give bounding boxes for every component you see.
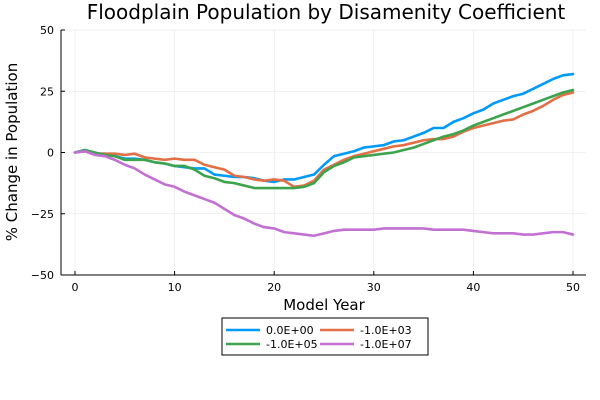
chart-title: Floodplain Population by Disamenity Coef… (87, 0, 566, 24)
y-tick-label: −50 (31, 269, 54, 282)
x-axis-label: Model Year (283, 296, 365, 314)
x-tick-label: 10 (168, 281, 182, 294)
series-lines (73, 72, 575, 238)
y-tick-label: 50 (40, 24, 54, 37)
y-tick-label: 25 (40, 85, 54, 98)
legend-label: 0.0E+00 (266, 324, 314, 337)
legend-label: -1.0E+07 (360, 338, 412, 351)
x-tick-label: 30 (367, 281, 381, 294)
series-line-2 (73, 88, 575, 190)
series-line-0 (73, 72, 575, 184)
grid (61, 29, 586, 276)
legend-label: -1.0E+03 (360, 324, 412, 337)
y-axis-label: % Change in Population (3, 63, 21, 241)
series-line-1 (73, 91, 575, 189)
x-tick-label: 20 (267, 281, 281, 294)
x-ticks: 0 10 20 30 40 50 (72, 271, 580, 294)
series-line-3 (73, 149, 575, 238)
y-ticks: −50 −25 0 25 50 (31, 24, 65, 282)
legend-label: -1.0E+05 (266, 338, 318, 351)
y-tick-label: −25 (31, 208, 54, 221)
x-tick-label: 0 (72, 281, 79, 294)
legend: 0.0E+00 -1.0E+03 -1.0E+05 -1.0E+07 (221, 317, 429, 356)
x-tick-label: 50 (566, 281, 580, 294)
x-tick-label: 40 (466, 281, 480, 294)
y-tick-label: 0 (47, 147, 54, 160)
legend-box (221, 317, 429, 356)
